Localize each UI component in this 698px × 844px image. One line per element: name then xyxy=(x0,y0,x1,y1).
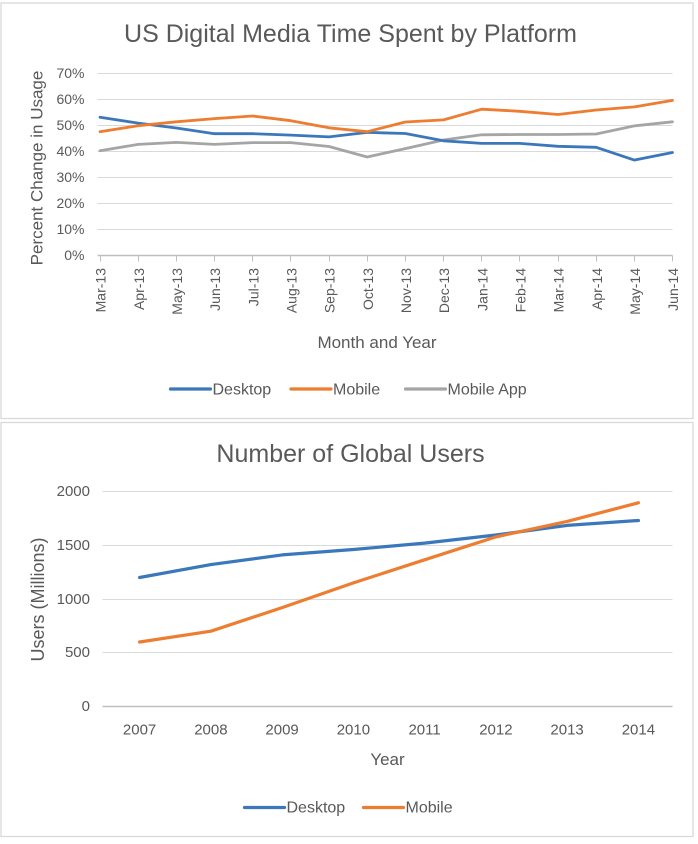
svg-text:20%: 20% xyxy=(56,195,84,211)
svg-text:Desktop: Desktop xyxy=(213,382,272,399)
svg-text:2011: 2011 xyxy=(408,722,440,739)
svg-text:Feb-14: Feb-14 xyxy=(513,268,529,313)
svg-text:Sep-13: Sep-13 xyxy=(322,268,338,313)
svg-text:Year: Year xyxy=(370,750,405,769)
svg-text:Users (Millions): Users (Millions) xyxy=(28,537,48,661)
svg-text:50%: 50% xyxy=(56,117,84,133)
svg-text:Apr-14: Apr-14 xyxy=(589,268,605,310)
svg-text:70%: 70% xyxy=(56,65,84,81)
svg-text:2012: 2012 xyxy=(479,722,512,739)
svg-text:Aug-13: Aug-13 xyxy=(284,268,300,313)
svg-text:Number of Global Users: Number of Global Users xyxy=(216,440,484,468)
svg-text:2013: 2013 xyxy=(550,722,583,739)
svg-text:US Digital Media Time Spent by: US Digital Media Time Spent by Platform xyxy=(124,20,577,48)
svg-text:Mobile: Mobile xyxy=(406,800,453,817)
svg-text:2009: 2009 xyxy=(265,722,298,739)
svg-text:60%: 60% xyxy=(56,91,84,107)
svg-text:Mobile App: Mobile App xyxy=(448,382,527,399)
svg-text:2000: 2000 xyxy=(57,483,90,500)
svg-text:0: 0 xyxy=(82,698,90,715)
svg-text:Month and Year: Month and Year xyxy=(317,333,436,352)
svg-text:Mar-14: Mar-14 xyxy=(551,268,567,313)
svg-text:500: 500 xyxy=(65,644,90,661)
svg-text:40%: 40% xyxy=(56,143,84,159)
svg-text:Desktop: Desktop xyxy=(287,800,346,817)
svg-text:Dec-13: Dec-13 xyxy=(436,268,452,313)
svg-text:2014: 2014 xyxy=(622,722,655,739)
svg-text:Apr-13: Apr-13 xyxy=(131,268,147,310)
svg-text:30%: 30% xyxy=(56,169,84,185)
svg-text:Jan-14: Jan-14 xyxy=(474,268,490,311)
svg-text:2007: 2007 xyxy=(123,722,156,739)
svg-text:Percent Change in Usage: Percent Change in Usage xyxy=(27,71,46,266)
svg-text:Jun-13: Jun-13 xyxy=(207,268,223,311)
svg-text:1500: 1500 xyxy=(57,537,90,554)
svg-text:2008: 2008 xyxy=(194,722,227,739)
svg-text:2010: 2010 xyxy=(337,722,370,739)
svg-text:Mar-13: Mar-13 xyxy=(93,268,109,313)
svg-text:May-14: May-14 xyxy=(627,268,643,315)
svg-text:Jun-14: Jun-14 xyxy=(665,268,681,311)
svg-text:1000: 1000 xyxy=(57,591,90,608)
svg-text:Nov-13: Nov-13 xyxy=(398,268,414,313)
svg-text:May-13: May-13 xyxy=(169,268,185,315)
svg-text:Oct-13: Oct-13 xyxy=(360,268,376,310)
svg-text:Mobile: Mobile xyxy=(333,382,380,399)
svg-text:Jul-13: Jul-13 xyxy=(245,268,261,306)
svg-text:0%: 0% xyxy=(64,247,84,263)
svg-text:10%: 10% xyxy=(56,221,84,237)
